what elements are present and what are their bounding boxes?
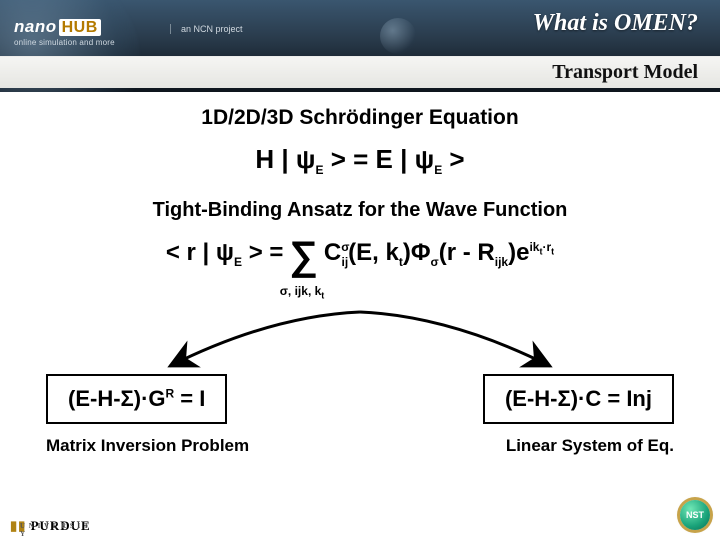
ncn-project-label: an NCN project xyxy=(170,24,243,34)
box-matrix-inversion: (E-H-Σ)·GR = I xyxy=(46,374,227,424)
equation-schrodinger: H | ψE > = E | ψE > xyxy=(30,144,690,177)
summation-index: σ, ijk, kt xyxy=(262,284,342,300)
caption-left: Matrix Inversion Problem xyxy=(46,436,249,456)
heading-tightbinding: Tight-Binding Ansatz for the Wave Functi… xyxy=(30,199,690,222)
summation-icon: ∑ xyxy=(289,238,318,274)
purdue-sublabel: U N I V E R S I T Y xyxy=(20,522,91,538)
slide-body: 1D/2D/3D Schrödinger Equation H | ψE > =… xyxy=(0,100,720,540)
box-captions: Matrix Inversion Problem Linear System o… xyxy=(30,436,690,456)
logo-nano: nano xyxy=(14,17,57,36)
subtitle-band: Transport Model xyxy=(0,56,720,88)
heading-schrodinger: 1D/2D/3D Schrödinger Equation xyxy=(30,106,690,130)
equation-tightbinding: < r | ψE > = ∑ Cσij(E, kt)Φσ(r - Rijk)ei… xyxy=(30,236,690,306)
nst-badge-icon: NST xyxy=(680,500,710,530)
nanohub-logo: nanoHUB xyxy=(14,16,101,37)
split-arrows xyxy=(30,310,690,374)
purdue-logo: ▮▮ PURDUE U N I V E R S I T Y xyxy=(10,518,91,534)
caption-right: Linear System of Eq. xyxy=(506,436,674,456)
slide-title: What is OMEN? xyxy=(533,10,698,37)
logo-hub: HUB xyxy=(59,19,101,36)
slide-subtitle: Transport Model xyxy=(552,61,698,84)
slide-header: nanoHUB online simulation and more an NC… xyxy=(0,0,720,92)
logo-tagline: online simulation and more xyxy=(14,38,115,47)
result-boxes: (E-H-Σ)·GR = I (E-H-Σ)·C = Inj xyxy=(30,374,690,424)
box-linear-system: (E-H-Σ)·C = Inj xyxy=(483,374,674,424)
